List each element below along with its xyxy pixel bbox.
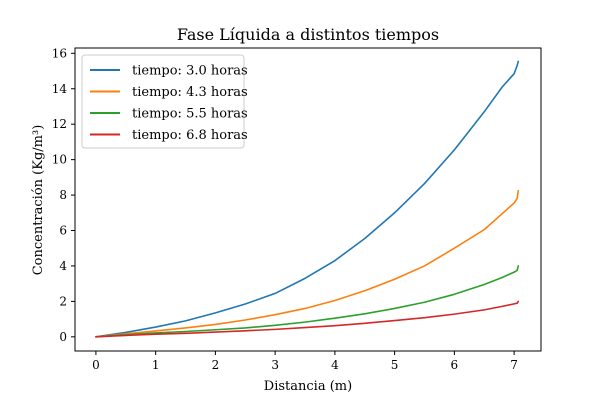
y-tick-label: 12 [52, 117, 67, 131]
y-tick-label: 0 [59, 330, 67, 344]
x-tick-label: 6 [451, 358, 459, 372]
chart-title: Fase Líquida a distintos tiempos [177, 25, 439, 44]
series-layer [95, 60, 520, 338]
x-tick-label: 5 [391, 358, 399, 372]
y-axis-label: Concentración (Kg/m³) [31, 125, 46, 276]
y-tick-label: 2 [59, 294, 67, 308]
series-line-1 [95, 60, 520, 338]
x-tick-label: 3 [271, 358, 279, 372]
series-line-4 [95, 300, 520, 338]
plot-area [74, 47, 542, 352]
x-axis-ticks: 0 1 2 3 4 5 6 7 [92, 351, 518, 372]
x-tick-label: 0 [92, 358, 100, 372]
legend-label-4: tiempo: 6.8 horas [132, 128, 248, 143]
x-tick-label: 2 [212, 358, 220, 372]
legend-box [81, 54, 245, 149]
x-tick-label: 4 [331, 358, 339, 372]
legend-label-2: tiempo: 4.3 horas [132, 85, 248, 100]
y-axis-ticks: 0 2 4 6 8 10 12 14 16 [52, 46, 75, 344]
series-line-3 [95, 265, 520, 338]
x-tick-label: 7 [510, 358, 518, 372]
y-tick-label: 16 [52, 46, 67, 60]
x-tick-label: 1 [152, 358, 160, 372]
y-tick-label: 10 [52, 153, 67, 167]
y-tick-label: 4 [59, 259, 67, 273]
legend-label-3: tiempo: 5.5 horas [132, 107, 248, 122]
x-axis-label: Distancia (m) [264, 379, 352, 394]
series-line-2 [95, 189, 520, 338]
legend-label-1: tiempo: 3.0 horas [132, 64, 248, 79]
y-tick-label: 14 [52, 82, 68, 96]
y-tick-label: 8 [59, 188, 67, 202]
legend: tiempo: 3.0 horas tiempo: 4.3 horas tiempo… [81, 54, 248, 149]
y-tick-label: 6 [59, 224, 67, 238]
